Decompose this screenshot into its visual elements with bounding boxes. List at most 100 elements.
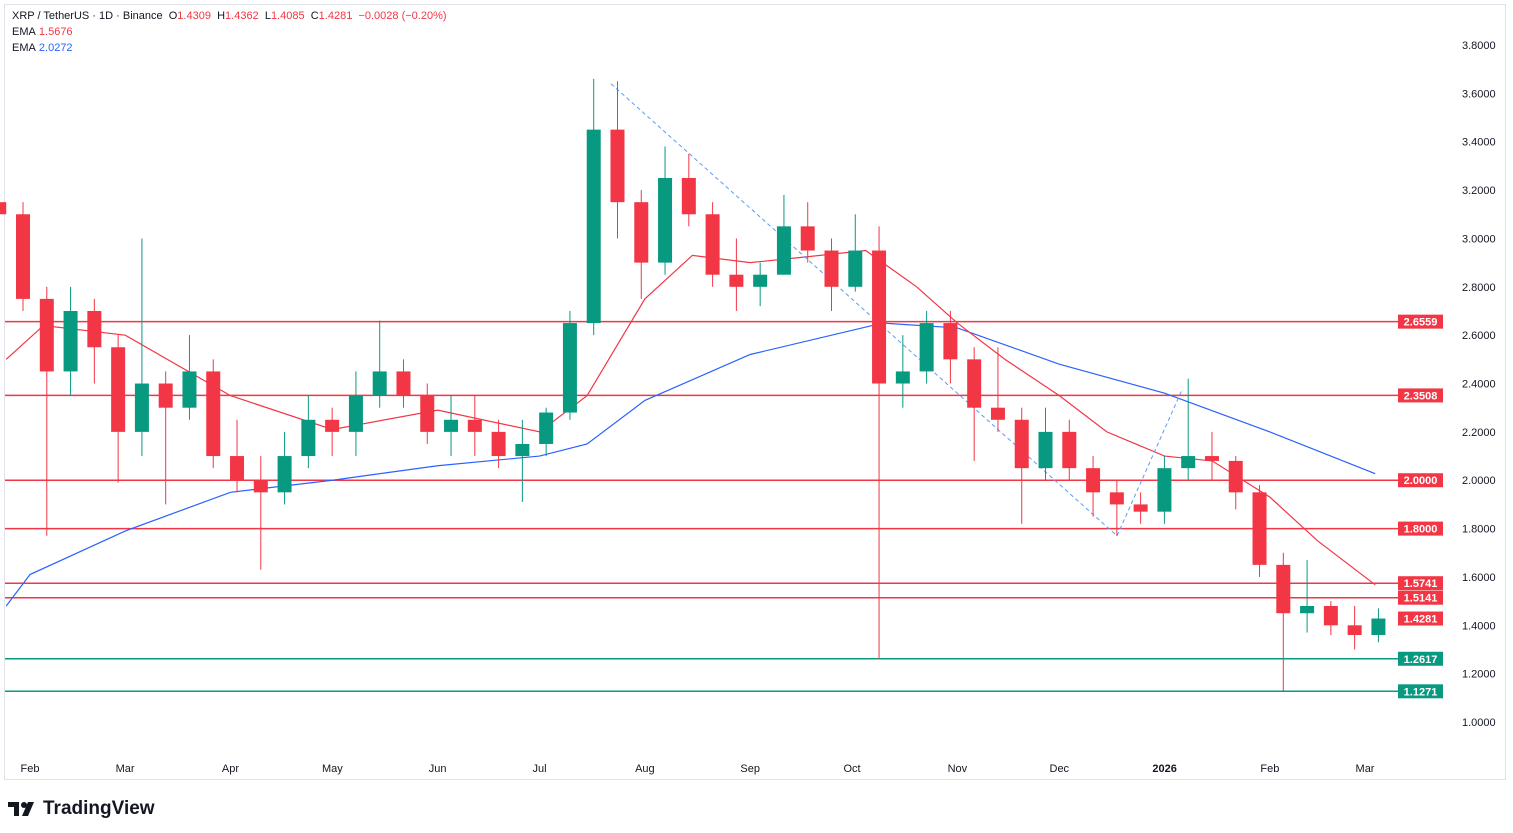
last-price-badge bbox=[1398, 611, 1443, 626]
candle-body bbox=[111, 347, 126, 432]
level-price-badge-text: 1.8000 bbox=[1404, 524, 1438, 536]
symbol-legend: XRP / TetherUS · 1D · Binance O1.4309 H1… bbox=[12, 10, 447, 22]
tradingview-logo[interactable]: TradingView bbox=[8, 798, 155, 820]
candle-body bbox=[1323, 605, 1338, 626]
ema-fast-value: 1.5676 bbox=[38, 26, 73, 38]
candle-body bbox=[1204, 456, 1219, 461]
level-price-badge bbox=[1398, 651, 1443, 666]
low-label: L bbox=[264, 10, 271, 22]
candle-body bbox=[253, 480, 268, 493]
y-tick-label: 1.0000 bbox=[1462, 717, 1496, 729]
candle-body bbox=[348, 395, 363, 432]
candle-body bbox=[895, 371, 910, 384]
tradingview-wordmark: TradingView bbox=[43, 798, 155, 819]
candle-body bbox=[372, 371, 387, 396]
last-price-badge-text: 1.4281 bbox=[1404, 614, 1438, 626]
ema-slow-legend[interactable]: EMA 2.0272 bbox=[12, 42, 73, 54]
high-value: 1.4362 bbox=[225, 10, 259, 22]
candle-body bbox=[800, 226, 815, 251]
y-tick-label: 1.4000 bbox=[1462, 620, 1496, 632]
y-tick-label: 1.2000 bbox=[1462, 669, 1496, 681]
candle-body bbox=[634, 202, 649, 263]
trendline bbox=[1116, 390, 1183, 537]
candle-body bbox=[1252, 492, 1267, 565]
candle-body bbox=[301, 419, 316, 457]
candle-body bbox=[206, 371, 221, 457]
ema-slow-line bbox=[5, 322, 1376, 607]
x-tick-label: Nov bbox=[948, 763, 968, 775]
y-tick-label: 3.6000 bbox=[1462, 88, 1496, 100]
ema-slow-label: EMA bbox=[12, 42, 36, 54]
candle-body bbox=[919, 323, 934, 372]
candle-body bbox=[753, 274, 768, 287]
x-tick-label: Oct bbox=[844, 763, 861, 775]
y-tick-label: 3.2000 bbox=[1462, 185, 1496, 197]
y-tick-label: 2.2000 bbox=[1462, 427, 1496, 439]
candle-body bbox=[967, 359, 982, 408]
candle-body bbox=[1038, 431, 1053, 469]
x-tick-label: Jul bbox=[533, 763, 547, 775]
level-price-badge bbox=[1398, 473, 1443, 488]
candle-body bbox=[705, 214, 720, 275]
candle-body bbox=[1181, 456, 1196, 469]
level-price-badge-text: 1.2617 bbox=[1404, 654, 1438, 666]
candle-body bbox=[681, 177, 696, 215]
candle-body bbox=[1014, 419, 1029, 469]
candle-body bbox=[776, 226, 791, 275]
candle-body bbox=[1228, 460, 1243, 493]
candle-body bbox=[277, 456, 292, 493]
level-price-badge-text: 1.5741 bbox=[1404, 578, 1438, 590]
level-price-badge bbox=[1398, 388, 1443, 403]
level-price-badge-text: 2.3508 bbox=[1404, 390, 1438, 402]
level-price-badge bbox=[1398, 590, 1443, 605]
x-tick-label: Apr bbox=[222, 763, 239, 775]
candle-body bbox=[87, 310, 102, 348]
tradingview-logo-icon bbox=[8, 802, 34, 816]
candle-body bbox=[182, 371, 197, 408]
y-tick-label: 3.4000 bbox=[1462, 137, 1496, 149]
x-tick-label: Dec bbox=[1050, 763, 1070, 775]
y-tick-label: 1.8000 bbox=[1462, 524, 1496, 536]
ema-fast-label: EMA bbox=[12, 26, 36, 38]
x-tick-label: Aug bbox=[635, 763, 655, 775]
candle-body bbox=[872, 250, 887, 384]
y-tick-label: 2.0000 bbox=[1462, 475, 1496, 487]
candle-body bbox=[729, 274, 744, 287]
y-tick-label: 2.4000 bbox=[1462, 379, 1496, 391]
high-label: H bbox=[217, 10, 226, 22]
candle-body bbox=[420, 395, 435, 432]
chart-frame bbox=[4, 4, 1506, 780]
candle-body bbox=[230, 456, 245, 481]
level-price-badge-text: 1.1271 bbox=[1404, 686, 1438, 698]
candle-body bbox=[63, 310, 78, 372]
low-value: 1.4085 bbox=[270, 10, 305, 22]
x-tick-label: Sep bbox=[740, 763, 760, 775]
x-tick-label: Mar bbox=[1356, 763, 1375, 775]
level-price-badge bbox=[1398, 684, 1443, 699]
y-tick-label: 2.8000 bbox=[1462, 282, 1496, 294]
y-tick-label: 1.6000 bbox=[1462, 572, 1496, 584]
candle-body bbox=[824, 250, 839, 287]
x-tick-label: May bbox=[322, 763, 343, 775]
candle-body bbox=[658, 177, 673, 263]
ema-fast-legend[interactable]: EMA 1.5676 bbox=[12, 26, 73, 38]
x-tick-label: 2026 bbox=[1152, 763, 1176, 775]
close-value: 1.4281 bbox=[318, 10, 353, 22]
candle-body bbox=[444, 419, 459, 432]
level-price-badge bbox=[1398, 314, 1443, 329]
open-value: 1.4309 bbox=[177, 10, 211, 22]
candle-body bbox=[586, 129, 601, 324]
level-price-badge-text: 2.6559 bbox=[1404, 317, 1438, 329]
candle-body bbox=[39, 298, 54, 372]
candle-body bbox=[1371, 618, 1386, 635]
close-label: C bbox=[310, 10, 319, 22]
price-chart[interactable]: 3.8000 3.6000 3.4000 3.2000 3.0000 2.8000 2.60… bbox=[0, 0, 1513, 790]
y-tick-label: 3.0000 bbox=[1462, 233, 1496, 245]
trendline bbox=[610, 83, 1118, 537]
candle-body bbox=[1086, 468, 1101, 493]
candle-body bbox=[491, 431, 506, 457]
change-value: −0.0028 (−0.20%) bbox=[358, 10, 447, 22]
open-label: O bbox=[168, 10, 178, 22]
candle-body bbox=[539, 412, 554, 444]
level-price-badge-text: 1.5141 bbox=[1404, 593, 1438, 605]
